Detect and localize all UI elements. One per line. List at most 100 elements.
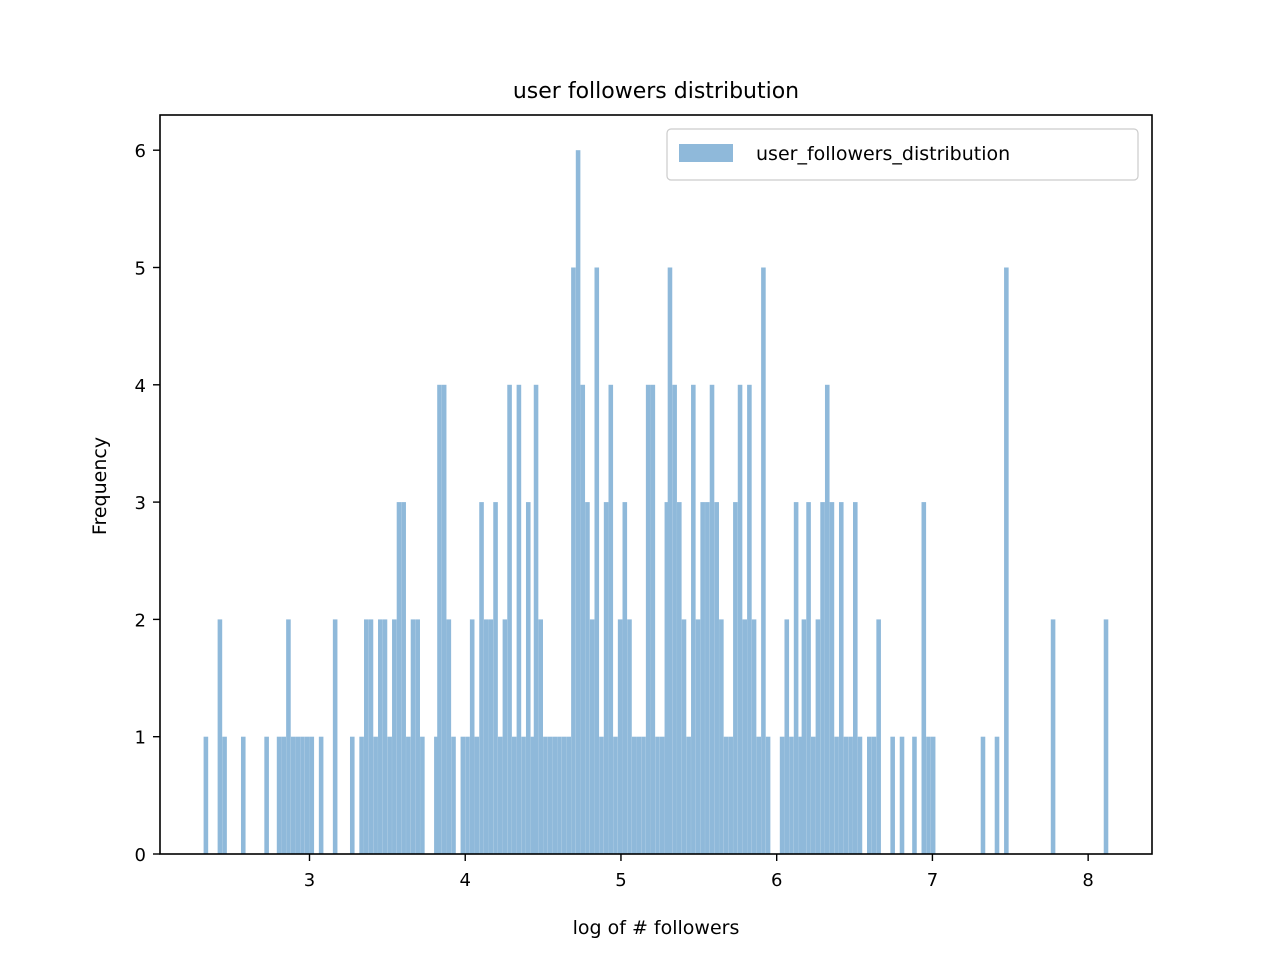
y-tick-label-1: 1 <box>135 728 146 749</box>
histogram-bar-19 <box>373 736 378 854</box>
histogram-bar-11 <box>304 736 310 854</box>
histogram-bar-59 <box>571 267 576 854</box>
legend-label: user_followers_distribution <box>756 143 1010 165</box>
histogram-bar-74 <box>641 736 646 854</box>
x-tick-label-1: 4 <box>460 870 471 891</box>
histogram-bar-26 <box>406 736 411 854</box>
histogram-bar-10 <box>300 736 305 854</box>
histogram-bar-66 <box>603 502 609 854</box>
histogram-bar-18 <box>368 619 374 854</box>
histogram-bar-90 <box>714 502 719 854</box>
histogram-bar-75 <box>645 384 651 854</box>
histogram-bar-76 <box>650 384 656 854</box>
histogram-bar-86 <box>695 619 701 854</box>
y-tick-label-2: 2 <box>135 610 146 631</box>
y-axis-ticks: 0 1 2 3 4 5 6 <box>135 141 160 866</box>
histogram-bar-60 <box>575 150 581 854</box>
histogram-bar-50 <box>530 736 536 854</box>
histogram-bar-25 <box>401 502 406 854</box>
histogram-bar-107 <box>801 619 807 854</box>
histogram-bar-12 <box>309 736 315 854</box>
histogram-bar-79 <box>664 502 670 854</box>
x-tick-label-2: 5 <box>615 870 626 891</box>
histogram-bar-37 <box>469 619 475 854</box>
histogram-bar-39 <box>479 502 484 854</box>
histogram-bar-94 <box>733 502 738 854</box>
histogram-bar-127 <box>926 736 931 854</box>
histogram-bar-45 <box>507 384 512 854</box>
y-tick-label-6: 6 <box>135 141 146 162</box>
histogram-bar-44 <box>502 619 508 854</box>
x-tick-label-4: 7 <box>927 870 938 891</box>
histogram-bar-47 <box>516 384 522 854</box>
histogram-bar-53 <box>543 736 548 854</box>
histogram-bar-58 <box>566 736 572 854</box>
histogram-bar-68 <box>613 736 618 854</box>
histogram-bar-71 <box>627 619 632 854</box>
bars-group <box>203 150 1109 854</box>
histogram-bar-43 <box>497 736 503 854</box>
histogram-bar-121 <box>871 736 877 854</box>
histogram-bar-82 <box>677 502 682 854</box>
histogram-bar-126 <box>921 502 927 854</box>
histogram-bar-77 <box>655 736 660 854</box>
histogram-bar-14 <box>332 619 338 854</box>
y-tick-label-0: 0 <box>135 845 146 866</box>
histogram-bar-123 <box>890 736 895 854</box>
histogram-bar-42 <box>493 502 498 854</box>
histogram-bar-112 <box>824 384 830 854</box>
histogram-bar-132 <box>1050 619 1056 854</box>
histogram-bar-84 <box>686 736 691 854</box>
histogram-bar-83 <box>681 619 687 854</box>
histogram-bar-87 <box>700 502 705 854</box>
histogram-bar-17 <box>364 619 369 854</box>
legend: user_followers_distribution <box>666 128 1139 181</box>
histogram-bar-55 <box>552 736 558 854</box>
histogram-bar-122 <box>876 619 881 854</box>
x-axis-ticks: 3 4 5 6 7 8 <box>304 854 1094 891</box>
histogram-bar-103 <box>784 619 790 854</box>
histogram-bar-89 <box>709 384 715 854</box>
histogram-bar-5 <box>276 736 282 854</box>
histogram-bar-115 <box>838 502 844 854</box>
histogram-bar-119 <box>857 736 863 854</box>
histogram-bar-15 <box>349 736 355 854</box>
legend-swatch <box>679 144 733 162</box>
histogram-bar-69 <box>617 619 623 854</box>
histogram-bar-91 <box>719 619 724 854</box>
histogram-bar-108 <box>806 502 811 854</box>
histogram-bar-3 <box>240 736 246 854</box>
histogram-bar-23 <box>392 619 397 854</box>
histogram-bar-27 <box>410 619 416 854</box>
histogram-bar-96 <box>742 619 748 854</box>
histogram-bar-16 <box>359 736 364 854</box>
histogram-bar-131 <box>1004 267 1009 854</box>
histogram-bar-99 <box>756 736 762 854</box>
histogram-bar-1 <box>217 619 223 854</box>
histogram-bar-116 <box>843 736 849 854</box>
histogram-bar-104 <box>789 736 794 854</box>
x-tick-label-0: 3 <box>304 870 315 891</box>
histogram-bar-120 <box>867 736 872 854</box>
y-axis-label: Frequency <box>89 437 111 535</box>
histogram-bar-35 <box>460 736 466 854</box>
histogram-bar-31 <box>437 384 442 854</box>
y-tick-label-5: 5 <box>135 258 146 279</box>
histogram-bar-20 <box>378 619 383 854</box>
histogram-bar-113 <box>829 502 835 854</box>
histogram-bar-78 <box>659 736 665 854</box>
histogram-bar-106 <box>798 736 804 854</box>
histogram-bar-114 <box>834 736 839 854</box>
histogram-bar-52 <box>538 619 543 854</box>
histogram-bar-33 <box>446 619 452 854</box>
histogram-bar-92 <box>723 736 729 854</box>
chart-title: user followers distribution <box>513 79 799 104</box>
histogram-bar-63 <box>589 619 595 854</box>
histogram-bar-110 <box>815 619 821 854</box>
histogram-bar-40 <box>483 619 489 854</box>
histogram-bar-102 <box>779 736 785 854</box>
histogram-bar-129 <box>980 736 986 854</box>
histogram-bar-67 <box>608 384 614 854</box>
histogram-bar-105 <box>793 502 799 854</box>
